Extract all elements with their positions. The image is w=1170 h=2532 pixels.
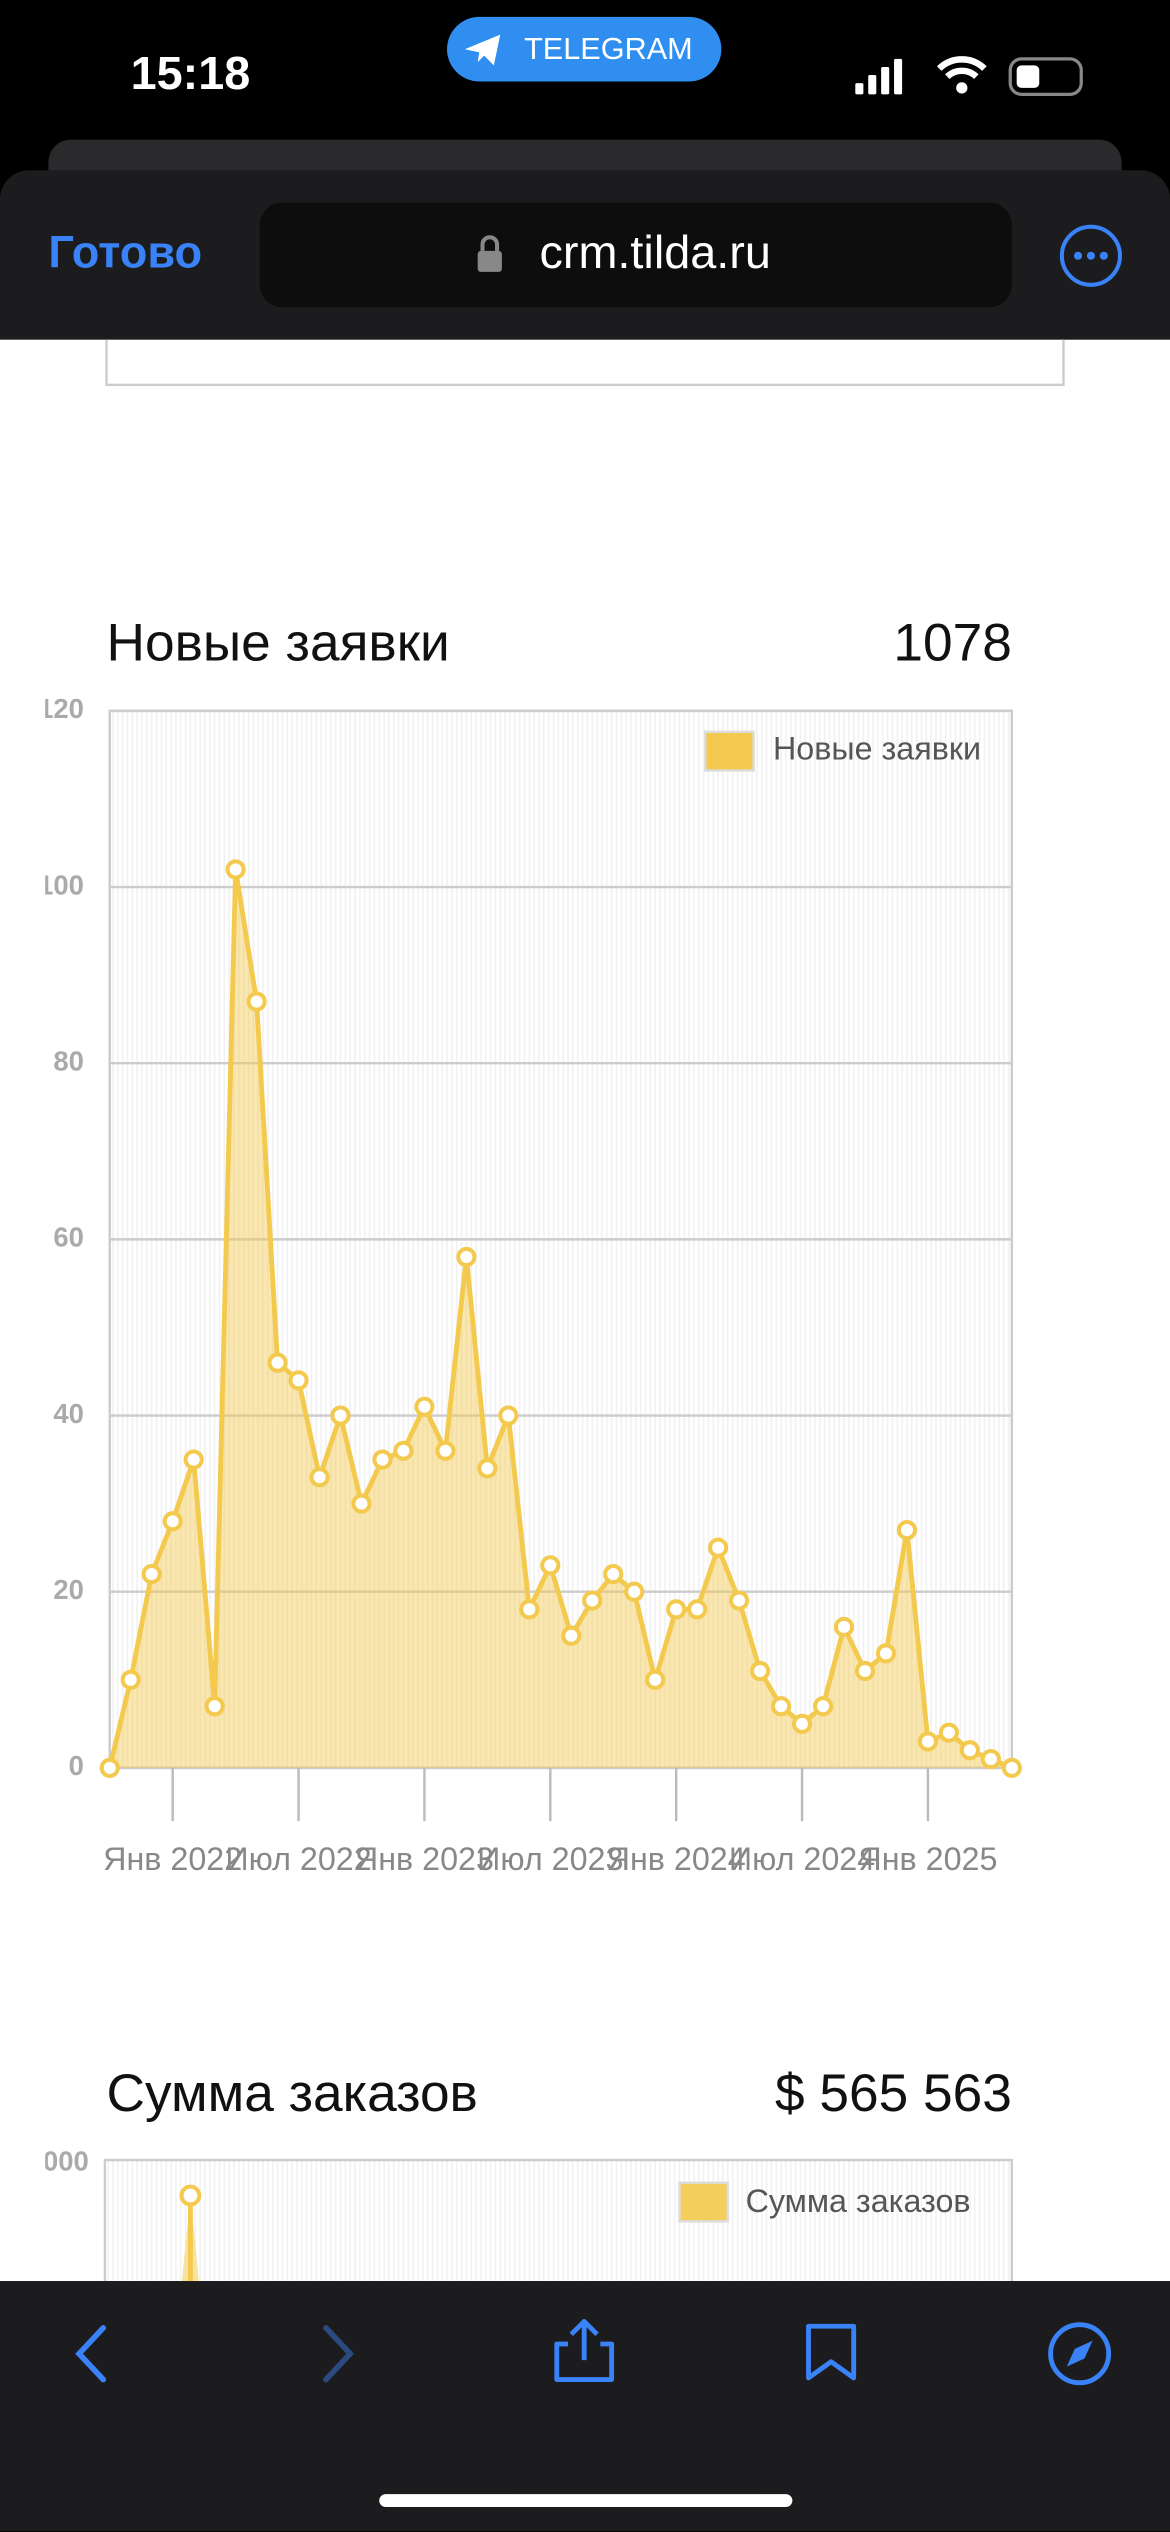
next-marker (179, 2184, 202, 2207)
bookmarks-button[interactable] (806, 2323, 857, 2381)
marker (708, 1537, 729, 1558)
marker (938, 1722, 959, 1743)
y-tick-label: 40 (53, 1398, 84, 1429)
marker (833, 1616, 855, 1638)
forward-button[interactable] (323, 2325, 355, 2383)
marker (288, 1370, 309, 1391)
x-tick-label: Янв 2025 (858, 1841, 997, 1877)
marker (267, 1352, 288, 1373)
next-plot-frame (103, 2158, 1014, 2282)
marker (980, 1748, 1001, 1770)
previous-box (105, 339, 1065, 387)
battery (1008, 57, 1083, 96)
wifi-icon (936, 56, 987, 80)
next-legend-label: Сумма заказов (746, 2183, 971, 2219)
lock-icon (477, 250, 502, 272)
clock: 15:18 (131, 47, 251, 99)
marker (225, 859, 246, 880)
marker (519, 1599, 540, 1620)
marker (729, 1590, 750, 1611)
next-y-tick-label: 000 (43, 2146, 89, 2177)
x-tick-label: Янв 2022 (103, 1841, 242, 1877)
marker (582, 1590, 603, 1611)
marker (959, 1740, 980, 1761)
compass-needle (1066, 2340, 1093, 2367)
marker (645, 1669, 666, 1690)
marker (456, 1246, 477, 1268)
marker (896, 1519, 918, 1541)
marker (183, 1449, 204, 1470)
url-field[interactable] (259, 202, 1012, 308)
marker (917, 1731, 939, 1752)
share-button[interactable] (554, 2318, 615, 2382)
telegram-icon (464, 34, 501, 66)
legend-label: Новые заявки (773, 731, 981, 767)
marker (246, 991, 267, 1012)
battery-level (1016, 65, 1040, 88)
telegram-pill[interactable] (447, 16, 722, 82)
x-tick-label: Июл 2022 (225, 1841, 371, 1877)
marker (309, 1467, 330, 1488)
next-chart-title: Сумма заказов (107, 2064, 478, 2123)
marker (435, 1440, 456, 1461)
marker (687, 1599, 708, 1620)
area (109, 869, 1012, 1768)
marker (204, 1696, 225, 1717)
marker (477, 1458, 498, 1479)
back-button[interactable] (75, 2325, 107, 2383)
toolbar (0, 2281, 1170, 2532)
marker (120, 1669, 141, 1690)
signal-icon (855, 58, 903, 95)
x-tick-label: Июл 2023 (477, 1841, 623, 1877)
marker (141, 1564, 162, 1585)
safari-button[interactable] (1048, 2322, 1112, 2386)
marker (414, 1396, 435, 1417)
marker (99, 1757, 120, 1778)
y-tick-label: 20 (53, 1574, 84, 1605)
marker (812, 1696, 834, 1717)
content-clip: Новые заявки 1078 0 20 40 60 80 100 120 Янв 202… (38, 339, 1065, 2282)
marker (666, 1599, 687, 1620)
marker (393, 1440, 414, 1461)
marker (330, 1405, 351, 1426)
marker (875, 1643, 897, 1664)
y-tick-label: 60 (53, 1222, 84, 1253)
marker (351, 1493, 372, 1514)
marker (791, 1713, 813, 1734)
marker (770, 1696, 792, 1717)
x-tick-label: Янв 2023 (355, 1841, 494, 1877)
url: crm.tilda.ru (539, 226, 770, 278)
next-chart-total: $ 565 563 (775, 2064, 1012, 2123)
marker (624, 1581, 645, 1602)
telegram-label: TELEGRAM (524, 32, 693, 66)
marker (498, 1405, 519, 1426)
more-dots (1073, 251, 1108, 260)
marker (750, 1660, 771, 1682)
y-tick-label: 0 (69, 1750, 84, 1781)
legend-swatch (704, 730, 755, 772)
more-button[interactable] (1059, 224, 1122, 287)
marker (162, 1511, 183, 1532)
next-legend-swatch (678, 2181, 730, 2223)
x-tick-label: Янв 2024 (607, 1841, 746, 1877)
lock-shackle (480, 235, 500, 251)
y-tick-label: 120 (38, 693, 84, 724)
home-indicator (379, 2494, 793, 2508)
chart-total: 1078 (893, 613, 1011, 672)
y-tick-label: 100 (38, 869, 84, 900)
marker (854, 1660, 876, 1682)
chart-title: Новые заявки (107, 613, 450, 672)
marker (561, 1625, 582, 1646)
wifi-dot (956, 82, 968, 94)
marker (603, 1564, 624, 1585)
marker (1001, 1757, 1022, 1778)
done-button[interactable]: Готово (48, 227, 202, 278)
marker (372, 1449, 393, 1470)
x-tick-label: Июл 2024 (729, 1841, 875, 1877)
y-tick-label: 80 (53, 1045, 84, 1076)
marker (540, 1555, 561, 1576)
